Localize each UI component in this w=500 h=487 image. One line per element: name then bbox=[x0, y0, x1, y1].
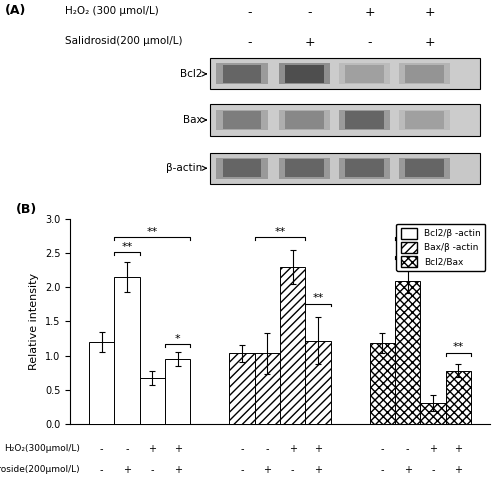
Text: -: - bbox=[406, 444, 409, 454]
Text: -: - bbox=[380, 444, 384, 454]
Bar bbox=[280, 267, 305, 424]
Text: -: - bbox=[240, 465, 244, 475]
Text: (A): (A) bbox=[5, 4, 26, 17]
Legend: Bcl2/β -actin, Bax/β -actin, Bcl2/Bax: Bcl2/β -actin, Bax/β -actin, Bcl2/Bax bbox=[396, 224, 486, 271]
Bar bbox=[286, 159, 324, 177]
Bar bbox=[216, 110, 268, 131]
Bar bbox=[346, 159, 384, 177]
Bar bbox=[399, 63, 450, 84]
Bar bbox=[446, 371, 471, 424]
Text: Salidrosid(200 μmol/L): Salidrosid(200 μmol/L) bbox=[65, 37, 182, 46]
Bar bbox=[399, 158, 450, 179]
Text: +: + bbox=[314, 444, 322, 454]
Bar bbox=[216, 63, 268, 84]
Bar bbox=[406, 65, 444, 83]
Bar bbox=[254, 354, 280, 424]
Text: -: - bbox=[100, 465, 103, 475]
Text: +: + bbox=[123, 465, 131, 475]
Text: +: + bbox=[424, 37, 436, 49]
Text: -: - bbox=[308, 6, 312, 19]
Text: **: ** bbox=[274, 226, 285, 237]
Text: +: + bbox=[364, 6, 376, 19]
Y-axis label: Relative intensity: Relative intensity bbox=[29, 273, 39, 370]
Text: **: ** bbox=[402, 245, 413, 256]
Text: **: ** bbox=[428, 226, 438, 237]
Text: -: - bbox=[240, 444, 244, 454]
Text: H₂O₂ (300 μmol/L): H₂O₂ (300 μmol/L) bbox=[65, 6, 159, 17]
Bar bbox=[114, 277, 140, 424]
Bar bbox=[306, 340, 330, 424]
Bar bbox=[420, 403, 446, 424]
Bar bbox=[339, 158, 390, 179]
Bar bbox=[210, 58, 480, 90]
Bar bbox=[210, 105, 480, 135]
Text: Bcl2: Bcl2 bbox=[180, 69, 206, 79]
Bar bbox=[223, 65, 261, 83]
Text: -: - bbox=[266, 444, 269, 454]
Bar bbox=[89, 342, 114, 424]
Bar bbox=[406, 111, 444, 129]
Bar bbox=[346, 65, 384, 83]
Bar bbox=[286, 111, 324, 129]
Text: *: * bbox=[175, 334, 180, 344]
Text: +: + bbox=[264, 465, 272, 475]
Text: -: - bbox=[126, 444, 129, 454]
Text: -: - bbox=[248, 37, 252, 49]
Text: +: + bbox=[404, 465, 411, 475]
Text: Salidroside(200μmol/L): Salidroside(200μmol/L) bbox=[0, 465, 80, 473]
Text: +: + bbox=[304, 37, 316, 49]
Text: **: ** bbox=[312, 293, 324, 303]
Text: **: ** bbox=[147, 226, 158, 237]
Bar bbox=[230, 354, 254, 424]
Bar bbox=[395, 281, 420, 424]
Text: H₂O₂(300μmol/L): H₂O₂(300μmol/L) bbox=[4, 444, 80, 453]
Text: -: - bbox=[100, 444, 103, 454]
Text: -: - bbox=[380, 465, 384, 475]
Text: -: - bbox=[291, 465, 294, 475]
Bar bbox=[339, 63, 390, 84]
Bar bbox=[339, 110, 390, 131]
Bar bbox=[346, 111, 384, 129]
Text: -: - bbox=[248, 6, 252, 19]
Text: -: - bbox=[431, 465, 434, 475]
Text: (B): (B) bbox=[16, 203, 36, 216]
Text: -: - bbox=[368, 37, 372, 49]
Text: +: + bbox=[148, 444, 156, 454]
Bar bbox=[165, 359, 190, 424]
Bar bbox=[279, 63, 330, 84]
Text: -: - bbox=[150, 465, 154, 475]
Bar bbox=[223, 111, 261, 129]
Bar bbox=[370, 343, 395, 424]
Bar bbox=[286, 65, 324, 83]
Text: +: + bbox=[174, 465, 182, 475]
Text: +: + bbox=[424, 6, 436, 19]
Bar bbox=[399, 110, 450, 131]
Text: +: + bbox=[429, 444, 437, 454]
Bar bbox=[223, 159, 261, 177]
Bar bbox=[279, 110, 330, 131]
Bar bbox=[210, 152, 480, 184]
Bar bbox=[216, 158, 268, 179]
Text: +: + bbox=[454, 444, 462, 454]
Text: Bax: Bax bbox=[183, 115, 206, 125]
Text: +: + bbox=[288, 444, 296, 454]
Bar bbox=[140, 378, 165, 424]
Bar bbox=[279, 158, 330, 179]
Text: +: + bbox=[174, 444, 182, 454]
Text: +: + bbox=[454, 465, 462, 475]
Text: +: + bbox=[314, 465, 322, 475]
Text: **: ** bbox=[122, 242, 132, 251]
Text: **: ** bbox=[452, 342, 464, 353]
Text: β-actin: β-actin bbox=[166, 163, 206, 173]
Bar bbox=[406, 159, 444, 177]
